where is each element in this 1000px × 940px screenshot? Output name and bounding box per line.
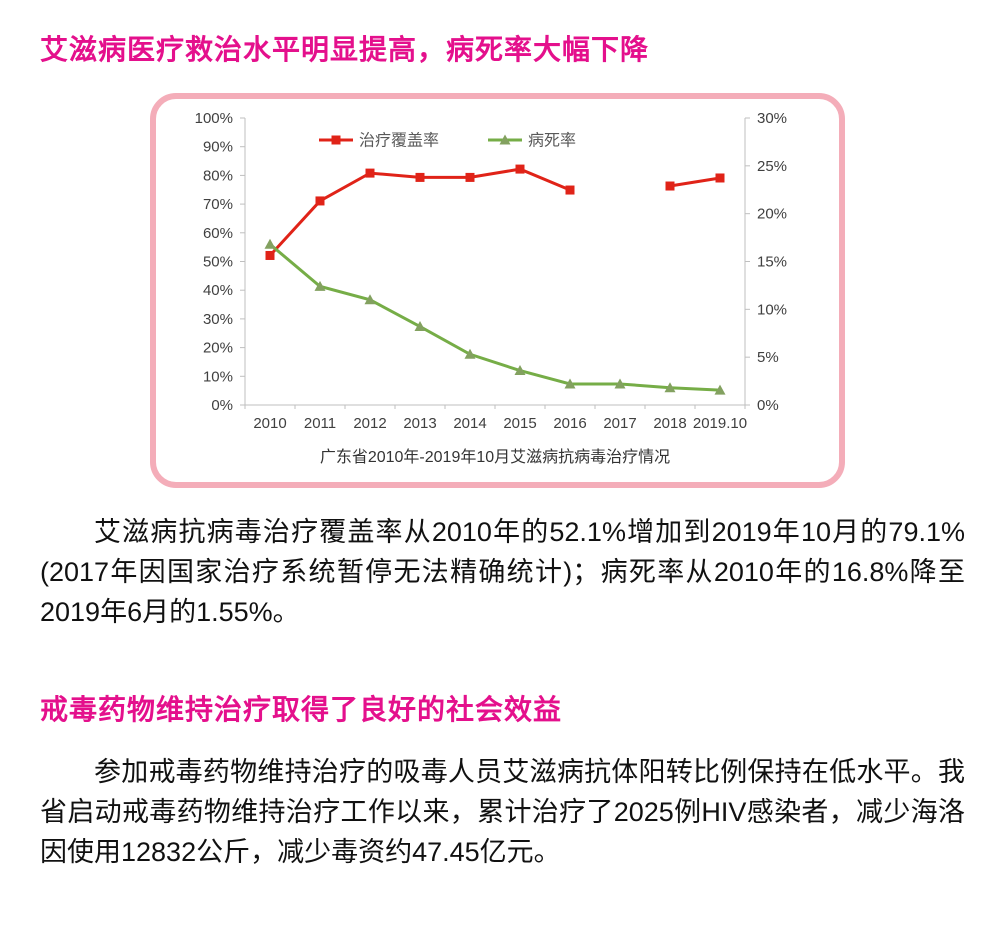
fatality-series-line <box>269 243 721 392</box>
left-axis-label: 50% <box>203 254 233 271</box>
right-axis-label: 25% <box>757 158 787 175</box>
right-axis-label: 0% <box>757 397 779 414</box>
coverage-data-point <box>515 164 525 174</box>
coverage-series-line <box>268 167 571 257</box>
fatality-data-point <box>464 348 476 359</box>
left-axis-label: 30% <box>203 311 233 328</box>
legend-fatality-label: 病死率 <box>528 132 576 150</box>
section-heading-medical-treatment: 艾滋病医疗救治水平明显提高，病死率大幅下降 <box>40 34 650 65</box>
left-axis-label: 70% <box>203 196 233 213</box>
x-axis-label: 2011 <box>304 415 336 432</box>
paragraph-methadone-results: 参加戒毒药物维持治疗的吸毒人员艾滋病抗体阳转比例保持在低水平。我省启动戒毒药物维… <box>40 757 965 867</box>
coverage-data-point <box>365 168 375 178</box>
left-axis-label: 90% <box>203 139 233 156</box>
coverage-series-line <box>669 176 721 188</box>
coverage-data-point <box>265 250 275 260</box>
fatality-data-point <box>664 382 676 393</box>
x-axis-label: 2016 <box>553 415 586 432</box>
left-axis-label: 40% <box>203 282 233 299</box>
x-axis-label: 2019.10 <box>693 415 747 432</box>
fatality-data-point <box>714 384 726 395</box>
legend-coverage-label: 治疗覆盖率 <box>359 132 439 150</box>
coverage-data-point <box>315 196 325 206</box>
left-axis-label: 10% <box>203 368 233 385</box>
chart-card: 0% 10% 20% 30% 40% 50% 60% 70% 80% 90% 100% 0% 5% 10%… <box>150 93 845 488</box>
right-axis-label: 10% <box>757 301 787 318</box>
x-axis-label: 2015 <box>503 415 536 432</box>
left-axis-label: 0% <box>211 397 233 414</box>
coverage-data-point <box>415 172 425 182</box>
chart-caption: 广东省2010年-2019年10月艾滋病抗病毒治疗情况 <box>320 448 670 466</box>
antiviral-treatment-line-chart: 0% 10% 20% 30% 40% 50% 60% 70% 80% 90% 100% 0% 5% 10%… <box>195 110 787 466</box>
right-axis-label: 5% <box>757 349 779 366</box>
right-axis-label: 30% <box>757 110 787 127</box>
x-axis-label: 2013 <box>403 415 436 432</box>
paragraph-treatment-coverage: 艾滋病抗病毒治疗覆盖率从2010年的52.1%增加到2019年10月的79.1%… <box>40 517 965 627</box>
x-axis-label: 2010 <box>253 415 286 432</box>
coverage-data-point <box>465 172 475 182</box>
fatality-data-point <box>414 321 426 332</box>
x-axis-label: 2014 <box>453 415 486 432</box>
fatality-data-point <box>514 365 526 376</box>
section-heading-methadone-benefit: 戒毒药物维持治疗取得了良好的社会效益 <box>40 694 563 725</box>
fatality-data-point <box>314 280 326 291</box>
fatality-data-point <box>564 378 576 389</box>
x-axis-label: 2012 <box>353 415 386 432</box>
x-axis-label: 2017 <box>603 415 636 432</box>
coverage-data-point <box>715 173 725 183</box>
right-axis-label: 15% <box>757 254 787 271</box>
left-axis-label: 20% <box>203 340 233 357</box>
left-axis-label: 60% <box>203 225 233 242</box>
fatality-data-point <box>614 378 626 389</box>
fatality-data-point <box>499 134 511 145</box>
coverage-data-point <box>665 181 675 191</box>
x-axis-label: 2018 <box>653 415 686 432</box>
fatality-data-point <box>364 294 376 305</box>
left-axis-label: 80% <box>203 167 233 184</box>
left-axis-label: 100% <box>195 110 233 127</box>
right-axis-label: 20% <box>757 206 787 223</box>
coverage-data-point <box>331 135 341 145</box>
coverage-data-point <box>565 185 575 195</box>
fatality-data-point <box>264 238 276 249</box>
